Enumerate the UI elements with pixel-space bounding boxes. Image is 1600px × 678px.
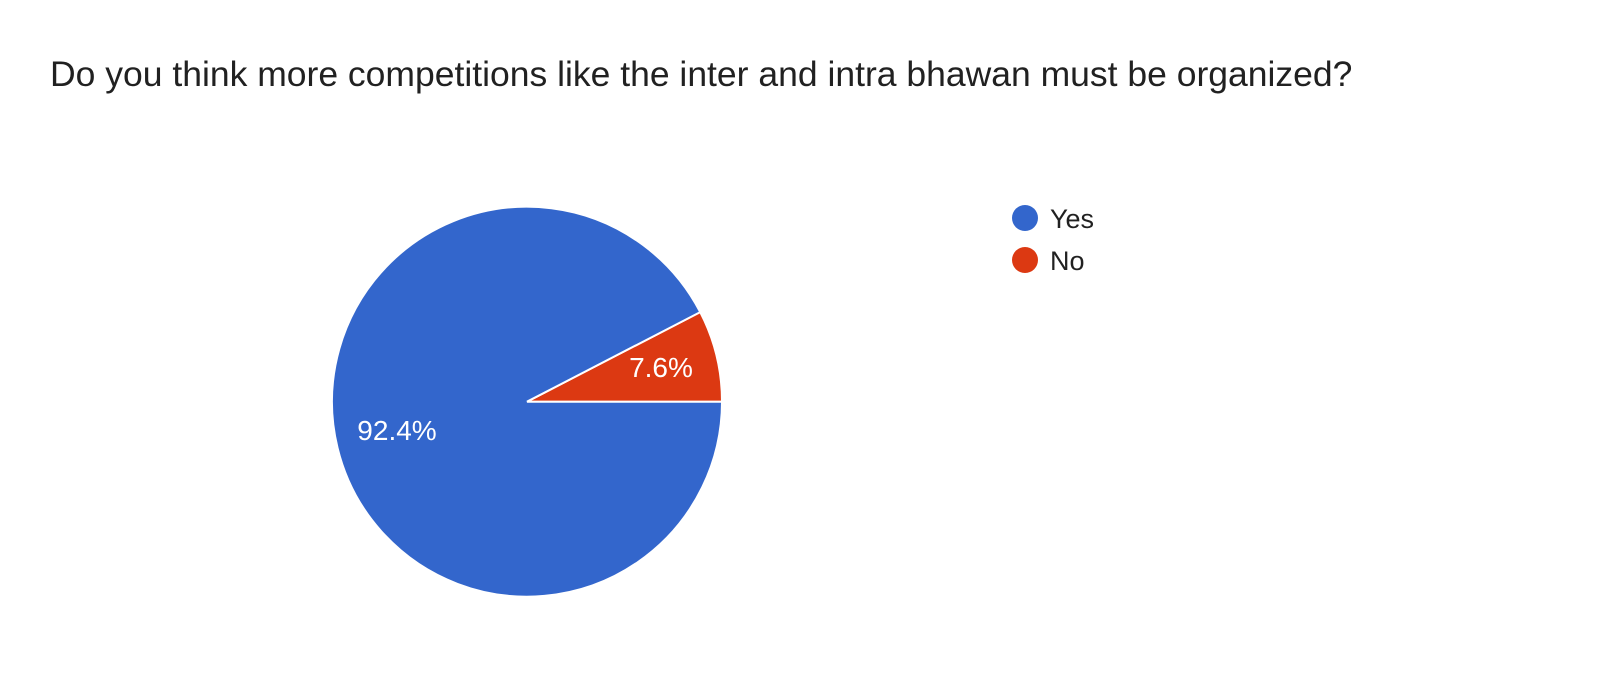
svg-text:7.6%: 7.6% bbox=[629, 352, 693, 383]
svg-text:92.4%: 92.4% bbox=[357, 415, 436, 446]
